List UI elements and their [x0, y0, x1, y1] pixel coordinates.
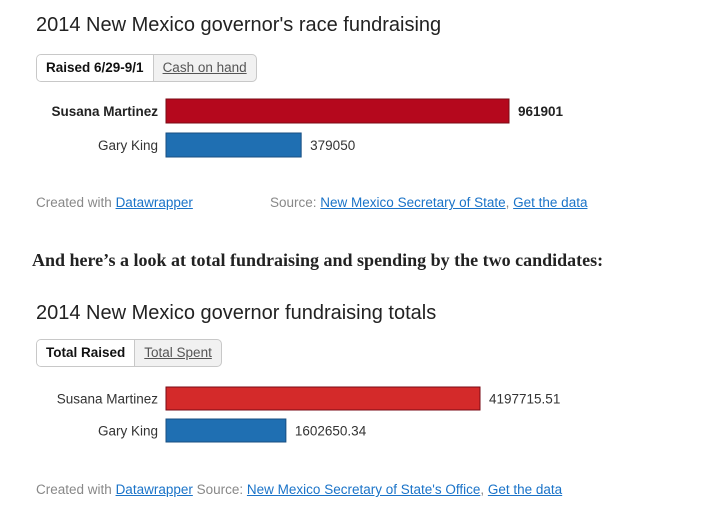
source-label: Source:: [270, 195, 317, 210]
datawrapper-link[interactable]: Datawrapper: [115, 195, 193, 210]
category-label: Gary King: [98, 424, 158, 439]
chart-1-footer-source: Source: New Mexico Secretary of State, G…: [270, 195, 587, 210]
tab-total-raised[interactable]: Total Raised: [37, 340, 136, 366]
source-link[interactable]: New Mexico Secretary of State's Office: [246, 482, 481, 497]
tab-raised[interactable]: Raised 6/29-9/1: [37, 55, 154, 81]
value-label: 379050: [310, 138, 355, 153]
bar-gary-king: [165, 132, 302, 158]
category-label: Susana Martinez: [51, 104, 158, 119]
datawrapper-link[interactable]: Datawrapper: [115, 482, 193, 497]
value-label: 4197715.51: [489, 392, 560, 407]
tab-cash-on-hand[interactable]: Cash on hand: [162, 60, 247, 75]
value-label: 961901: [518, 104, 564, 119]
bar-gary-king: [165, 418, 287, 443]
chart-2-title: 2014 New Mexico governor fundraising tot…: [36, 302, 437, 324]
value-label: 1602650.34: [295, 424, 367, 439]
chart-2-bars: Susana Martinez 4197715.51 Gary King 160265…: [57, 386, 560, 443]
body-paragraph: And here’s a look at total fundraising a…: [32, 250, 604, 270]
chart-1-footer-credit: Created with Datawrapper: [36, 195, 193, 210]
chart-2-tabs: Total Raised Total Spent: [36, 339, 222, 367]
separator: ,: [480, 482, 485, 497]
source-label: Source:: [196, 482, 244, 497]
category-label: Gary King: [98, 138, 158, 153]
separator: ,: [505, 195, 510, 210]
tab-total-spent[interactable]: Total Spent: [144, 345, 212, 360]
category-label: Susana Martinez: [57, 392, 159, 407]
get-data-link[interactable]: Get the data: [513, 195, 588, 210]
chart-1-bars: Susana Martinez 961901 Gary King 379050: [51, 98, 564, 158]
chart-1-title: 2014 New Mexico governor's race fundrais…: [36, 14, 442, 36]
chart-1-tabs: Raised 6/29-9/1 Cash on hand: [36, 54, 257, 82]
created-with-label: Created with: [36, 482, 112, 497]
bar-susana-martinez: [165, 386, 481, 411]
source-link[interactable]: New Mexico Secretary of State: [320, 195, 506, 210]
bar-susana-martinez: [165, 98, 510, 124]
created-with-label: Created with: [36, 195, 112, 210]
get-data-link[interactable]: Get the data: [487, 482, 563, 497]
chart-2-footer: Created with Datawrapper Source: New Mex…: [36, 482, 562, 497]
